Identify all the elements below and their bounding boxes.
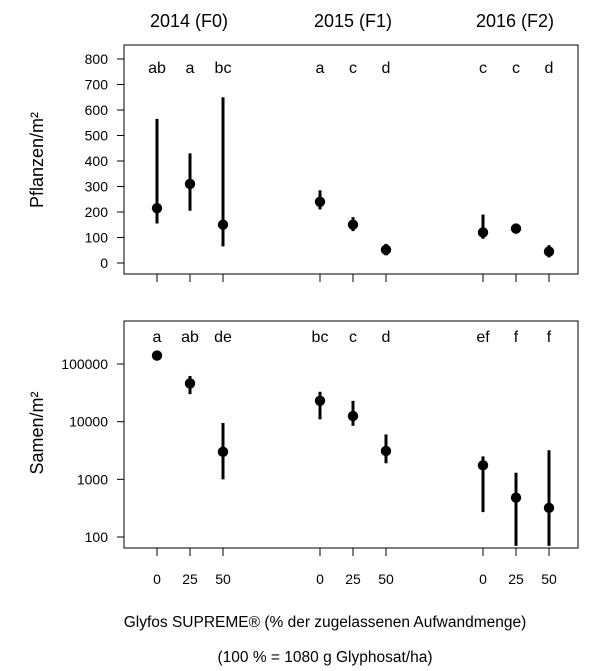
top-data-point: [151, 202, 163, 214]
bottom-data-point: [543, 502, 555, 514]
top-y-tick-label: 700: [85, 77, 109, 93]
x-tick-label: 0: [479, 571, 487, 587]
bottom-significance-letter: ab: [181, 329, 199, 346]
top-significance-letter: bc: [215, 60, 232, 77]
top-y-tick-label: 200: [85, 204, 109, 220]
bottom-significance-letter: bc: [312, 329, 329, 346]
bottom-significance-letter: ef: [476, 329, 490, 346]
x-tick-label: 0: [153, 571, 161, 587]
bottom-y-tick-label: 100: [85, 529, 109, 545]
top-data-point: [510, 223, 522, 234]
bottom-data-point: [217, 446, 229, 458]
top-data-point: [543, 246, 555, 257]
x-tick-label: 25: [182, 571, 198, 587]
top-y-tick-label: 600: [85, 102, 109, 118]
bottom-y-tick-label: 1000: [77, 471, 108, 487]
x-tick-label: 0: [316, 571, 324, 587]
top-y-tick-label: 800: [85, 51, 109, 67]
bottom-data-point: [510, 492, 522, 503]
top-significance-letter: a: [316, 60, 325, 77]
x-tick-label: 50: [541, 571, 557, 587]
bottom-significance-letter: de: [214, 329, 232, 346]
top-y-tick-label: 400: [85, 153, 109, 169]
top-significance-letter: d: [382, 60, 391, 77]
top-data-point: [477, 227, 489, 238]
top-significance-letter: c: [479, 60, 487, 77]
x-tick-label: 25: [345, 571, 361, 587]
bottom-significance-letter: d: [382, 329, 391, 346]
bottom-y-tick-label: 100000: [61, 356, 108, 372]
bottom-significance-letter: f: [547, 329, 552, 346]
top-data-point: [380, 244, 392, 255]
bottom-significance-letter: c: [349, 329, 357, 346]
top-y-tick-label: 0: [100, 255, 108, 271]
bottom-significance-letter: a: [153, 329, 162, 346]
top-significance-letter: c: [349, 60, 357, 77]
top-y-tick-label: 500: [85, 128, 109, 144]
top-panel-frame: [123, 44, 579, 275]
x-tick-label: 50: [378, 571, 394, 587]
bottom-data-point: [314, 395, 326, 407]
column-title-2015: 2015 (F1): [314, 11, 392, 31]
x-axis-sublabel: (100 % = 1080 g Glyphosat/ha): [218, 649, 433, 666]
bottom-y-axis-label: Samen/m²: [27, 391, 47, 474]
x-tick-label: 25: [508, 571, 524, 587]
bottom-data-point: [151, 350, 163, 361]
top-significance-letter: d: [545, 60, 554, 77]
x-axis-label: Glyfos SUPREME® (% der zugelassenen Aufw…: [124, 614, 527, 631]
top-significance-letter: ab: [148, 60, 166, 77]
top-data-point: [347, 219, 359, 230]
bottom-significance-letter: f: [514, 329, 519, 346]
bottom-panel-marks: 100 1000 10000 100000 a ab de bc c d ef f f: [61, 329, 555, 556]
top-significance-letter: c: [512, 60, 520, 77]
top-data-point: [314, 196, 326, 207]
bottom-y-tick-label: 10000: [69, 414, 108, 430]
bottom-data-point: [380, 445, 392, 457]
top-data-point: [217, 219, 229, 230]
top-y-axis-label: Pflanzen/m²: [27, 112, 47, 208]
bottom-panel-frame: [123, 320, 579, 549]
top-data-point: [184, 178, 196, 190]
column-title-2016: 2016 (F2): [476, 11, 554, 31]
top-y-tick-label: 100: [85, 230, 109, 246]
top-significance-letter: a: [186, 60, 195, 77]
bottom-data-point: [184, 378, 196, 389]
column-title-2014: 2014 (F0): [150, 11, 228, 31]
top-panel-marks: 0 100 200 300 400 500 600 700 800 ab a bc a c d c c d: [85, 51, 555, 282]
x-axis-ticks: 0 25 50 0 25 50 0 25 50: [153, 571, 557, 587]
top-y-tick-label: 300: [85, 179, 109, 195]
bottom-data-point: [347, 410, 359, 422]
x-tick-label: 50: [215, 571, 231, 587]
bottom-data-point: [477, 460, 489, 471]
